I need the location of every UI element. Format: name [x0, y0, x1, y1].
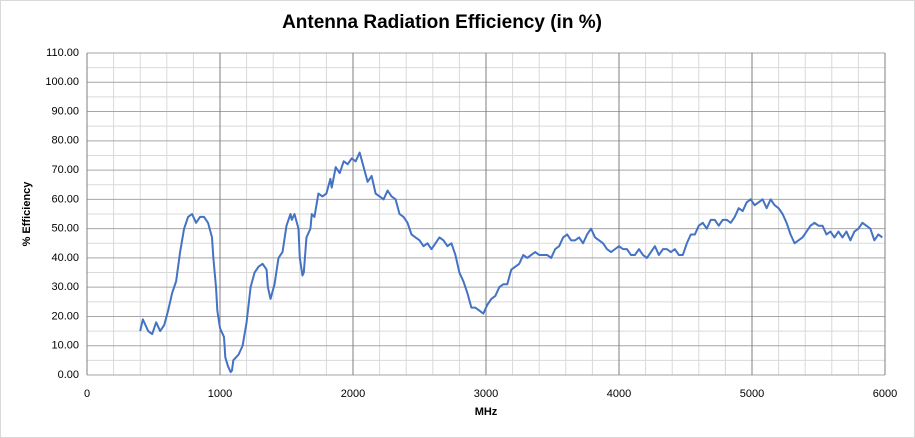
x-tick-label: 3000 — [474, 388, 498, 400]
y-tick-label: 80.00 — [51, 135, 79, 147]
data-line — [139, 151, 883, 374]
chart-title: Antenna Radiation Efficiency (in %) — [282, 12, 602, 33]
x-tick-label: 5000 — [740, 388, 764, 400]
y-tick-label: 70.00 — [51, 164, 79, 176]
y-axis-title: % Efficiency — [21, 181, 33, 247]
y-tick-label: 60.00 — [51, 193, 79, 205]
x-tick-label: 0 — [84, 388, 90, 400]
x-tick-label: 4000 — [607, 388, 631, 400]
x-axis-title: MHz — [475, 406, 498, 418]
x-tick-label: 1000 — [208, 388, 232, 400]
y-tick-label: 20.00 — [51, 310, 79, 322]
x-tick-label: 2000 — [341, 388, 365, 400]
y-tick-label: 90.00 — [51, 105, 79, 117]
y-tick-label: 10.00 — [51, 340, 79, 352]
x-tick-label: 6000 — [873, 388, 897, 400]
y-tick-label: 0.00 — [58, 369, 79, 381]
y-tick-label: 50.00 — [51, 223, 79, 235]
y-tick-label: 100.00 — [45, 76, 79, 88]
grid — [86, 52, 886, 376]
plot — [139, 151, 883, 374]
y-tick-label: 30.00 — [51, 281, 79, 293]
y-tick-label: 40.00 — [51, 252, 79, 264]
y-tick-label: 110.00 — [46, 47, 79, 59]
